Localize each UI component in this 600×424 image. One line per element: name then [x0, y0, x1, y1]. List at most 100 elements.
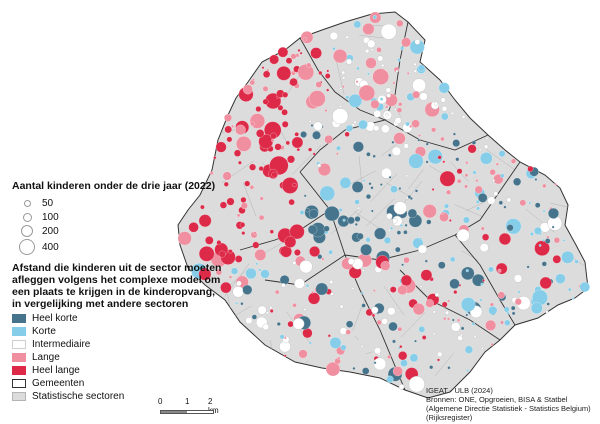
- child-count-circle: [332, 108, 349, 125]
- child-count-circle: [340, 344, 347, 351]
- child-count-circle: [269, 306, 273, 310]
- child-count-circle: [299, 51, 303, 55]
- size-circle: [23, 199, 31, 207]
- child-count-circle: [306, 62, 312, 69]
- child-count-circle: [200, 204, 205, 210]
- child-count-circle: [271, 138, 275, 143]
- child-count-circle: [562, 238, 566, 242]
- sector-line: [242, 182, 257, 217]
- child-count-circle: [198, 267, 212, 281]
- sector-line: [366, 198, 395, 227]
- child-count-circle: [429, 365, 434, 370]
- child-count-circle: [252, 241, 260, 249]
- child-count-circle: [393, 132, 406, 145]
- child-count-circle: [284, 235, 297, 248]
- child-count-circle: [412, 303, 425, 316]
- child-count-circle: [441, 105, 448, 112]
- child-count-circle: [317, 254, 323, 260]
- child-count-circle: [220, 281, 232, 294]
- child-count-circle: [219, 201, 228, 209]
- child-count-circle: [443, 317, 447, 321]
- child-count-circle: [315, 81, 323, 88]
- sector-line: [408, 169, 424, 190]
- child-count-circle: [274, 143, 282, 151]
- child-count-circle: [379, 183, 383, 187]
- child-count-circle: [358, 119, 368, 130]
- child-count-circle: [245, 267, 257, 280]
- child-count-circle: [319, 185, 335, 202]
- child-count-circle: [403, 230, 408, 235]
- child-count-circle: [223, 113, 232, 122]
- child-count-circle: [475, 179, 479, 183]
- child-count-circle: [396, 230, 402, 235]
- child-count-circle: [404, 223, 408, 227]
- child-count-circle: [236, 213, 241, 218]
- child-count-circle: [281, 109, 288, 116]
- swatch: [12, 314, 26, 323]
- child-count-circle: [209, 171, 214, 176]
- sector-line: [180, 66, 196, 81]
- child-count-circle: [376, 47, 382, 53]
- child-count-circle: [372, 289, 376, 292]
- child-count-circle: [399, 345, 403, 349]
- child-count-circle: [425, 298, 435, 308]
- sector-line: [395, 12, 409, 15]
- child-count-circle: [455, 157, 460, 162]
- child-count-circle: [323, 225, 330, 232]
- child-count-circle: [465, 269, 469, 273]
- child-count-circle: [337, 356, 341, 360]
- child-count-circle: [397, 326, 403, 332]
- child-count-circle: [417, 64, 425, 72]
- child-count-circle: [215, 141, 227, 153]
- child-count-circle: [333, 48, 348, 64]
- child-count-circle: [474, 185, 483, 194]
- swatch: [12, 353, 26, 362]
- child-count-circle: [498, 232, 512, 246]
- sector-line: [454, 204, 484, 218]
- child-count-circle: [261, 66, 265, 70]
- child-count-circle: [460, 326, 465, 331]
- child-count-circle: [374, 227, 387, 240]
- child-count-circle: [530, 302, 543, 314]
- child-count-circle: [397, 58, 401, 62]
- child-count-circle: [329, 336, 342, 349]
- child-count-circle: [311, 290, 314, 294]
- child-count-circle: [366, 151, 371, 157]
- municipality-line: [299, 37, 386, 121]
- child-count-circle: [269, 54, 279, 65]
- size-circle: [21, 225, 33, 237]
- child-count-circle: [305, 207, 310, 213]
- child-count-circle: [188, 222, 199, 233]
- child-count-circle: [490, 342, 494, 346]
- child-count-circle: [394, 246, 401, 253]
- child-count-circle: [497, 291, 505, 299]
- child-count-circle: [376, 319, 382, 326]
- child-count-circle: [310, 124, 314, 127]
- legend-item-heel-lange: Heel lange: [12, 364, 227, 377]
- child-count-circle: [232, 286, 244, 298]
- child-count-circle: [277, 46, 289, 58]
- sector-line: [400, 312, 426, 338]
- child-count-circle: [239, 222, 246, 228]
- child-count-circle: [253, 231, 257, 235]
- child-count-circle: [329, 31, 339, 41]
- child-count-circle: [298, 349, 308, 359]
- child-count-circle: [339, 87, 342, 90]
- child-count-circle: [503, 306, 510, 313]
- child-count-circle: [233, 149, 242, 157]
- size-legend-item: 100: [12, 210, 227, 224]
- child-count-circle: [365, 57, 377, 69]
- child-count-circle: [224, 125, 232, 134]
- child-count-circle: [512, 177, 522, 186]
- child-count-circle: [292, 317, 305, 330]
- child-count-circle: [405, 121, 410, 127]
- child-count-circle: [296, 147, 300, 152]
- child-count-circle: [411, 119, 420, 128]
- child-count-circle: [472, 170, 477, 175]
- child-count-circle: [489, 169, 496, 176]
- child-count-circle: [292, 182, 297, 188]
- child-count-circle: [292, 303, 297, 308]
- child-count-circle: [397, 285, 408, 295]
- child-count-circle: [464, 184, 468, 189]
- child-count-circle: [242, 84, 253, 95]
